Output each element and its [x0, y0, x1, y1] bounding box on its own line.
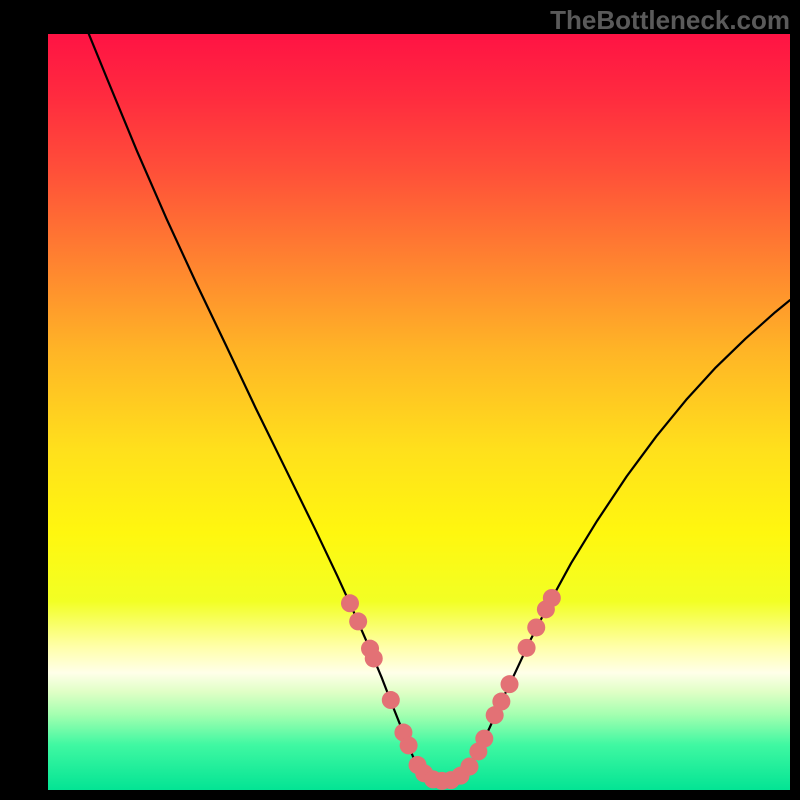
data-point: [365, 649, 383, 667]
data-point: [475, 730, 493, 748]
data-point: [527, 618, 545, 636]
data-point: [382, 691, 400, 709]
data-point: [341, 594, 359, 612]
data-point: [460, 758, 478, 776]
data-point: [349, 612, 367, 630]
watermark-text: TheBottleneck.com: [550, 5, 790, 36]
chart-plot-area: [48, 34, 790, 790]
data-point: [543, 589, 561, 607]
data-point: [518, 639, 536, 657]
data-point: [501, 675, 519, 693]
data-point: [492, 693, 510, 711]
chart-svg: [48, 34, 790, 790]
data-point: [400, 736, 418, 754]
